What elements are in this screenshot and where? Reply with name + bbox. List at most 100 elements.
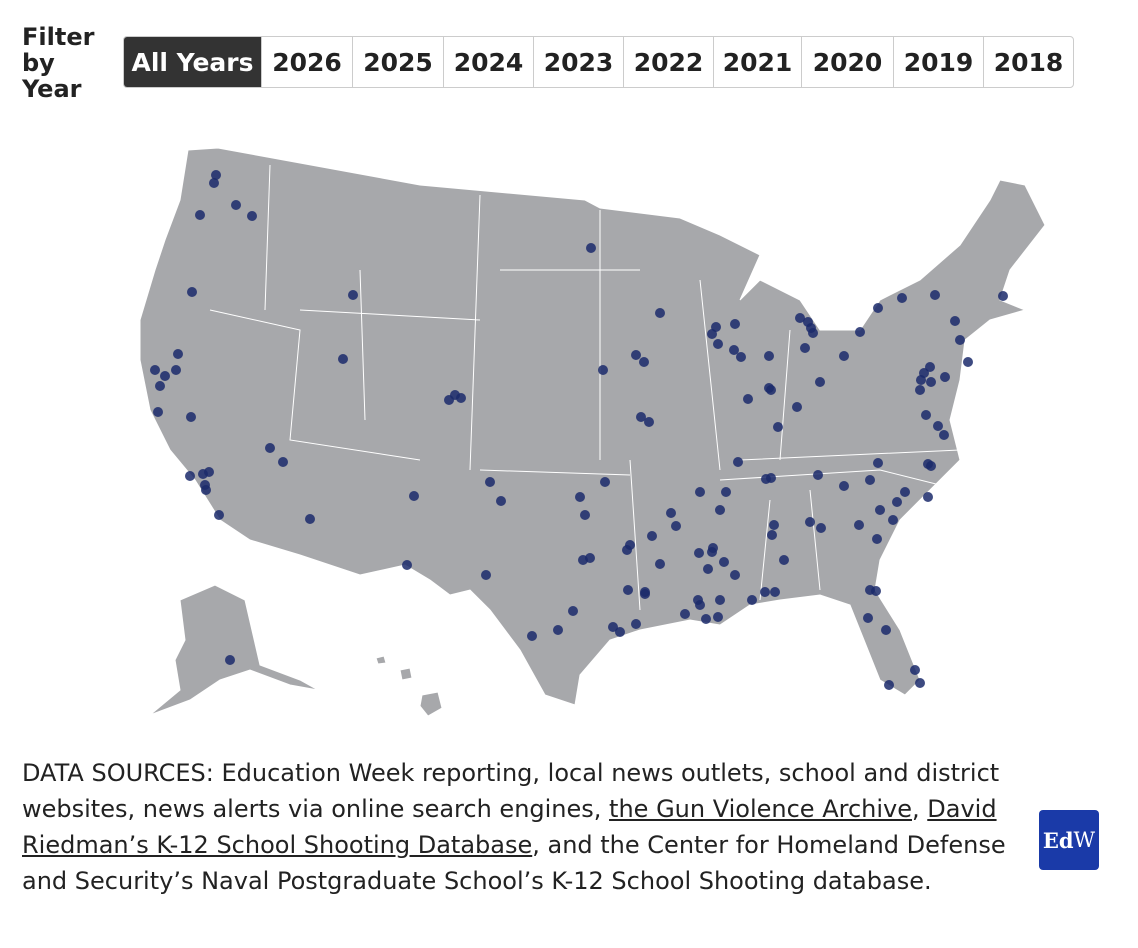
incident-dot[interactable] xyxy=(805,517,815,527)
incident-dot[interactable] xyxy=(872,534,882,544)
incident-dot[interactable] xyxy=(915,385,925,395)
incident-dot[interactable] xyxy=(875,505,885,515)
incident-dot[interactable] xyxy=(409,491,419,501)
incident-dot[interactable] xyxy=(863,613,873,623)
incident-dot[interactable] xyxy=(921,410,931,420)
year-option[interactable]: All Years xyxy=(124,37,261,87)
incident-dot[interactable] xyxy=(639,357,649,367)
incident-dot[interactable] xyxy=(608,622,618,632)
incident-dot[interactable] xyxy=(553,625,563,635)
incident-dot[interactable] xyxy=(733,457,743,467)
incident-dot[interactable] xyxy=(680,609,690,619)
incident-dot[interactable] xyxy=(247,211,257,221)
incident-dot[interactable] xyxy=(888,515,898,525)
incident-dot[interactable] xyxy=(792,402,802,412)
incident-dot[interactable] xyxy=(963,357,973,367)
incident-dot[interactable] xyxy=(278,457,288,467)
incident-dot[interactable] xyxy=(707,329,717,339)
incident-dot[interactable] xyxy=(766,385,776,395)
incident-dot[interactable] xyxy=(923,492,933,502)
incident-dot[interactable] xyxy=(764,351,774,361)
incident-dot[interactable] xyxy=(839,481,849,491)
year-option[interactable]: 2019 xyxy=(893,37,983,87)
incident-dot[interactable] xyxy=(485,477,495,487)
incident-dot[interactable] xyxy=(854,520,864,530)
incident-dot[interactable] xyxy=(955,335,965,345)
incident-dot[interactable] xyxy=(644,417,654,427)
incident-dot[interactable] xyxy=(585,553,595,563)
incident-dot[interactable] xyxy=(747,595,757,605)
incident-dot[interactable] xyxy=(770,587,780,597)
incident-dot[interactable] xyxy=(204,467,214,477)
incident-dot[interactable] xyxy=(803,317,813,327)
incident-dot[interactable] xyxy=(815,377,825,387)
incident-dot[interactable] xyxy=(715,505,725,515)
incident-dot[interactable] xyxy=(214,510,224,520)
incident-dot[interactable] xyxy=(933,421,943,431)
incident-dot[interactable] xyxy=(150,365,160,375)
incident-dot[interactable] xyxy=(926,461,936,471)
year-option[interactable]: 2024 xyxy=(443,37,533,87)
incident-dot[interactable] xyxy=(729,345,739,355)
incident-dot[interactable] xyxy=(884,680,894,690)
incident-dot[interactable] xyxy=(655,308,665,318)
incident-dot[interactable] xyxy=(695,600,705,610)
incident-dot[interactable] xyxy=(695,487,705,497)
incident-dot[interactable] xyxy=(631,350,641,360)
incident-dot[interactable] xyxy=(892,497,902,507)
incident-dot[interactable] xyxy=(701,614,711,624)
incident-dot[interactable] xyxy=(265,443,275,453)
year-option[interactable]: 2020 xyxy=(801,37,893,87)
incident-dot[interactable] xyxy=(173,349,183,359)
incident-dot[interactable] xyxy=(816,523,826,533)
incident-dot[interactable] xyxy=(713,612,723,622)
incident-dot[interactable] xyxy=(481,570,491,580)
incident-dot[interactable] xyxy=(900,487,910,497)
incident-dot[interactable] xyxy=(671,521,681,531)
incident-dot[interactable] xyxy=(402,560,412,570)
incident-dot[interactable] xyxy=(779,555,789,565)
incident-dot[interactable] xyxy=(305,514,315,524)
incident-dot[interactable] xyxy=(586,243,596,253)
incident-dot[interactable] xyxy=(527,631,537,641)
incident-dot[interactable] xyxy=(338,354,348,364)
incident-dot[interactable] xyxy=(171,365,181,375)
incident-dot[interactable] xyxy=(153,407,163,417)
incident-dot[interactable] xyxy=(348,290,358,300)
incident-dot[interactable] xyxy=(615,627,625,637)
incident-dot[interactable] xyxy=(655,559,665,569)
incident-dot[interactable] xyxy=(713,339,723,349)
incident-dot[interactable] xyxy=(736,352,746,362)
incident-dot[interactable] xyxy=(231,200,241,210)
year-option[interactable]: 2022 xyxy=(623,37,713,87)
incident-dot[interactable] xyxy=(715,595,725,605)
incident-dot[interactable] xyxy=(800,343,810,353)
incident-dot[interactable] xyxy=(201,485,211,495)
incident-dot[interactable] xyxy=(813,470,823,480)
incident-dot[interactable] xyxy=(730,570,740,580)
incident-dot[interactable] xyxy=(767,530,777,540)
incident-dot[interactable] xyxy=(766,473,776,483)
incident-dot[interactable] xyxy=(721,487,731,497)
incident-dot[interactable] xyxy=(195,210,205,220)
incident-dot[interactable] xyxy=(743,394,753,404)
incident-dot[interactable] xyxy=(155,381,165,391)
incident-dot[interactable] xyxy=(640,587,650,597)
source-link[interactable]: the Gun Violence Archive xyxy=(609,795,912,823)
incident-dot[interactable] xyxy=(568,606,578,616)
incident-dot[interactable] xyxy=(873,458,883,468)
year-option[interactable]: 2021 xyxy=(713,37,801,87)
incident-dot[interactable] xyxy=(940,372,950,382)
incident-dot[interactable] xyxy=(209,178,219,188)
incident-dot[interactable] xyxy=(185,471,195,481)
incident-dot[interactable] xyxy=(580,510,590,520)
incident-dot[interactable] xyxy=(456,393,466,403)
incident-dot[interactable] xyxy=(730,319,740,329)
incident-dot[interactable] xyxy=(773,422,783,432)
incident-dot[interactable] xyxy=(647,531,657,541)
incident-dot[interactable] xyxy=(703,564,713,574)
incident-dot[interactable] xyxy=(600,477,610,487)
incident-dot[interactable] xyxy=(939,430,949,440)
incident-dot[interactable] xyxy=(225,655,235,665)
incident-dot[interactable] xyxy=(575,492,585,502)
